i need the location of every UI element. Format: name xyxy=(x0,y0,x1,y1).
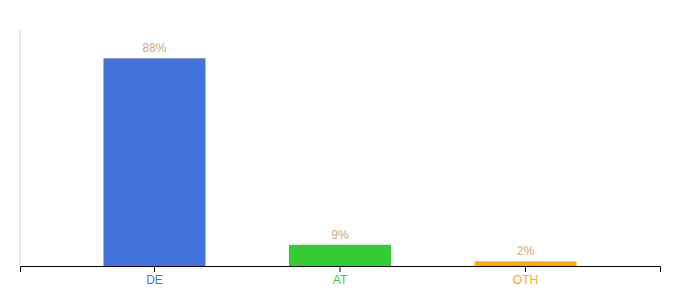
x-tick: OTH xyxy=(513,266,538,287)
x-tick: AT xyxy=(333,266,348,287)
x-tick: DE xyxy=(146,266,163,287)
chart: DE AT OTH 88% 9% 2% xyxy=(0,0,680,300)
data-label: 2% xyxy=(517,244,535,258)
bar xyxy=(289,245,391,266)
x-tick-mark xyxy=(340,266,341,272)
data-label: 88% xyxy=(142,41,166,55)
x-axis: DE AT OTH xyxy=(21,266,661,287)
x-tick-label: AT xyxy=(333,273,348,287)
x-axis-line xyxy=(21,267,661,273)
data-label: 9% xyxy=(331,228,349,242)
x-tick-mark xyxy=(154,266,155,272)
bar xyxy=(474,261,576,266)
y-axis-line xyxy=(20,30,21,266)
bars xyxy=(103,58,576,266)
x-tick-label: DE xyxy=(146,273,163,287)
y-axis xyxy=(20,30,21,266)
plot: DE AT OTH 88% 9% 2% xyxy=(20,30,661,287)
bar xyxy=(103,58,205,266)
x-tick-mark xyxy=(525,266,526,272)
x-tick-label: OTH xyxy=(513,273,538,287)
data-labels: 88% 9% 2% xyxy=(142,41,534,258)
